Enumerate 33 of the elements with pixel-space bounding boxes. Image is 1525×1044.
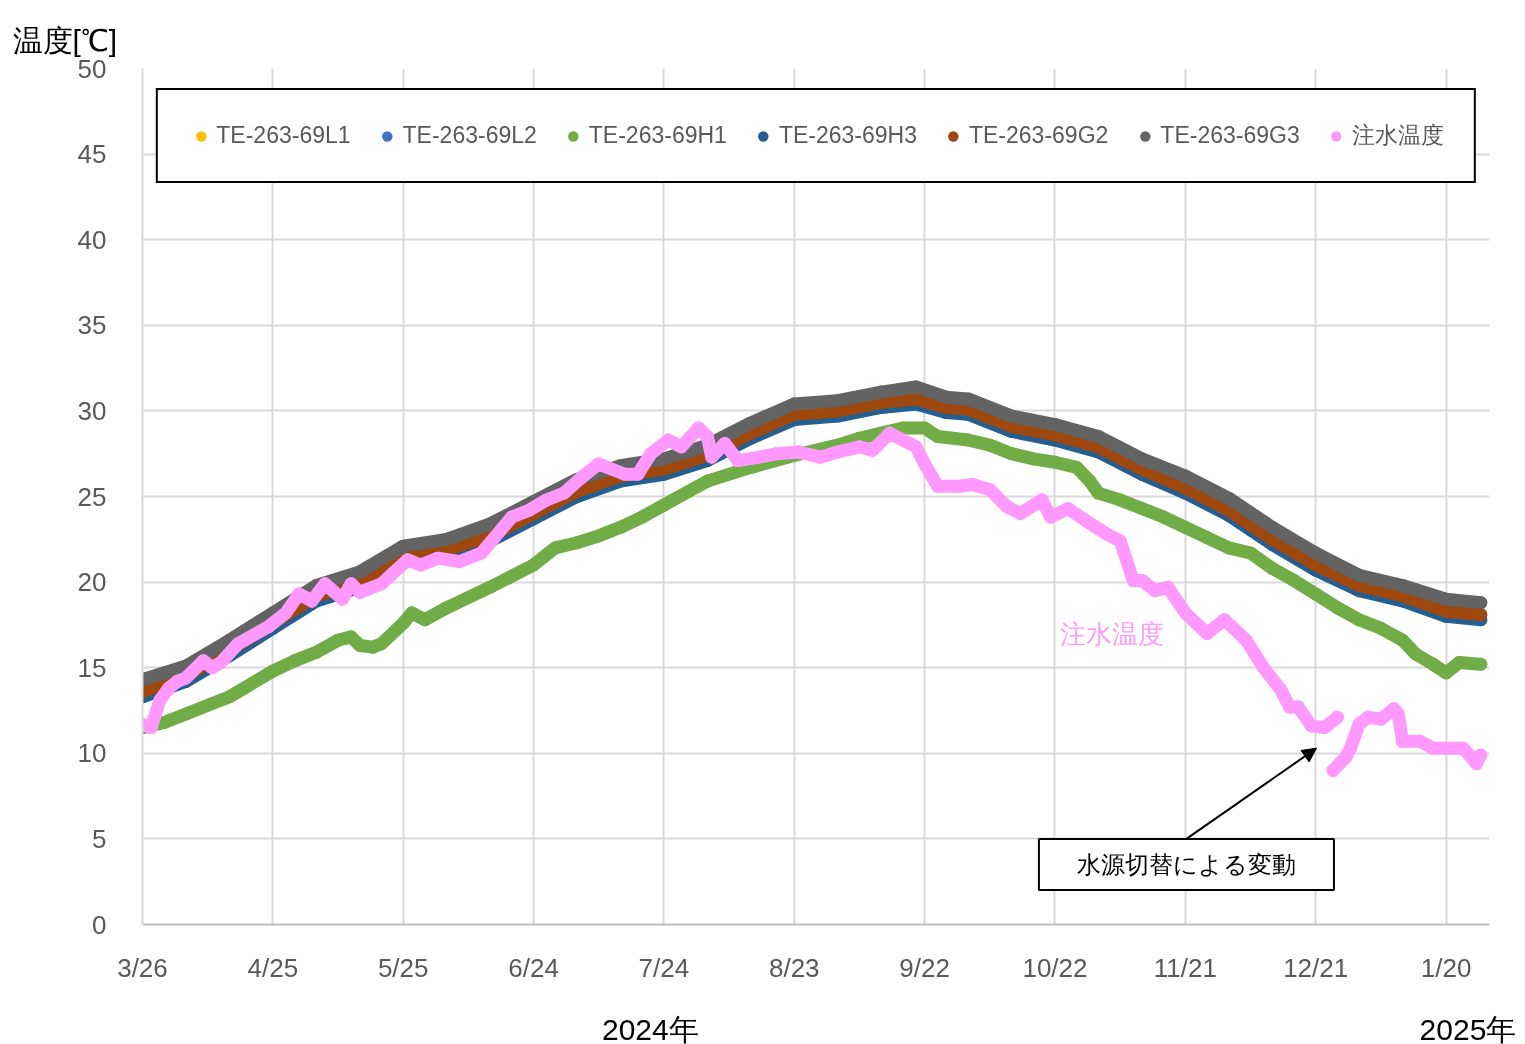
annotation: 注水温度	[1060, 619, 1165, 650]
legend-label: TE-263-69G3	[1160, 121, 1300, 150]
y-tick-label: 35	[77, 310, 107, 341]
text: 2025年	[1419, 1013, 1517, 1044]
x-tick-label: 8/23	[768, 952, 820, 983]
y-tick-label: 30	[77, 395, 107, 426]
legend-label: TE-263-69H1	[588, 121, 727, 150]
y-axis-title: 温度[℃]	[12, 23, 118, 57]
annotation: 水源切替による変動	[1076, 851, 1296, 879]
y-tick-label: 0	[92, 909, 107, 940]
y-tick-label: 45	[77, 139, 107, 170]
y-tick-label: 40	[77, 224, 107, 255]
x-tick-label: 9/22	[899, 952, 950, 983]
y-tick-label: 25	[77, 481, 107, 512]
y-tick-label: 15	[77, 652, 107, 683]
x-tick-label: 6/24	[508, 952, 559, 983]
y-tick-label: 20	[77, 567, 107, 598]
y-tick-label: 5	[92, 823, 107, 854]
x-tick-label: 5/25	[377, 952, 429, 983]
x-tick-label: 1/20	[1420, 952, 1472, 983]
legend-label: TE-263-69G2	[968, 121, 1109, 150]
y-tick-label: 10	[77, 738, 107, 769]
x-tick-label: 10/22	[1022, 952, 1088, 983]
x-tick-label: 7/24	[638, 952, 690, 983]
legend-label: 注水温度	[1351, 121, 1444, 150]
legend-label: TE-263-69L1	[216, 121, 351, 150]
legend-label: TE-263-69H3	[778, 121, 917, 150]
x-tick-label: 3/26	[117, 952, 168, 983]
x-tick-label: 4/25	[247, 952, 299, 983]
x-tick-label: 11/21	[1153, 952, 1217, 983]
legend-label: TE-263-69L2	[402, 121, 537, 150]
x-tick-label: 12/21	[1283, 952, 1349, 983]
text: 2024年	[601, 1013, 699, 1044]
